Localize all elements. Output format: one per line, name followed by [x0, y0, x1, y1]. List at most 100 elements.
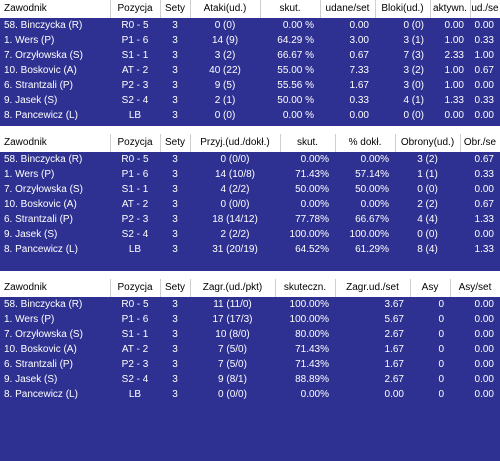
player-name: 10. Boskovic (A): [4, 65, 77, 76]
col-header-aces[interactable]: Asy: [410, 279, 451, 297]
sets: 3: [172, 244, 178, 255]
col-header-digs-per-set[interactable]: Obr./se: [460, 134, 500, 152]
table-row[interactable]: 6. Strantzali (P) P2 - 3 3 9 (5) 55.56 %…: [0, 78, 500, 93]
table-row[interactable]: 7. Orzyłowska (S) S1 - 1 3 3 (2) 66.67 %…: [0, 48, 500, 63]
col-header-active[interactable]: aktywn.: [430, 0, 471, 18]
successful-per-set: 0.00: [349, 110, 369, 121]
table-row[interactable]: 58. Binczycka (R) R0 - 5 3 11 (11/0) 100…: [0, 297, 500, 312]
table-row[interactable]: 58. Binczycka (R) R0 - 5 3 0 (0) 0.00 % …: [0, 18, 500, 33]
serves-per-set: 3.67: [384, 299, 404, 310]
player-name: 9. Jasek (S): [4, 229, 58, 240]
digs: 8 (4): [417, 244, 438, 255]
table-row[interactable]: 58. Binczycka (R) R0 - 5 3 0 (0/0) 0.00%…: [0, 152, 500, 167]
player-name: 1. Wers (P): [4, 169, 55, 180]
player-name: 1. Wers (P): [4, 314, 55, 325]
col-header-accuracy[interactable]: % dokł.: [335, 134, 396, 152]
table-row[interactable]: 6. Strantzali (P) P2 - 3 3 7 (5/0) 71.43…: [0, 357, 500, 372]
col-header-position[interactable]: Pozycja: [110, 134, 161, 152]
col-header-receptions[interactable]: Przyj.(ud./dokł.): [190, 134, 281, 152]
player-name: 58. Binczycka (R): [4, 154, 83, 165]
sets: 3: [172, 184, 178, 195]
attacks: 2 (1): [214, 95, 236, 106]
table-row[interactable]: 1. Wers (P) P1 - 6 3 14 (9) 64.29 % 3.00…: [0, 33, 500, 48]
col-header-player[interactable]: Zawodnik: [0, 0, 111, 18]
col-header-position[interactable]: Pozycja: [110, 279, 161, 297]
active: 1.33: [444, 95, 464, 106]
table-row[interactable]: 8. Pancewicz (L) LB 3 0 (0/0) 0.00% 0.00…: [0, 387, 500, 402]
player-name: 6. Strantzali (P): [4, 214, 73, 225]
position: S2 - 4: [121, 95, 149, 106]
position: AT - 2: [121, 65, 149, 76]
efficiency: 0.00 %: [282, 20, 314, 31]
col-header-sets[interactable]: Sety: [160, 279, 191, 297]
efficiency: 0.00%: [300, 389, 329, 400]
col-header-efficiency[interactable]: skuteczn.: [275, 279, 336, 297]
accuracy: 57.14%: [355, 169, 389, 180]
col-header-position[interactable]: Pozycja: [110, 0, 161, 18]
col-header-player[interactable]: Zawodnik: [0, 134, 111, 152]
table-row[interactable]: 10. Boskovic (A) AT - 2 3 0 (0/0) 0.00% …: [0, 197, 500, 212]
position: AT - 2: [121, 344, 149, 355]
table-row[interactable]: 7. Orzyłowska (S) S1 - 1 3 10 (8/0) 80.0…: [0, 327, 500, 342]
efficiency: 77.78%: [295, 214, 329, 225]
col-header-sets[interactable]: Sety: [160, 134, 191, 152]
position: S1 - 1: [121, 329, 149, 340]
successful-per-set: 0.00: [349, 20, 369, 31]
sets: 3: [172, 154, 178, 165]
efficiency: 100.00%: [289, 299, 329, 310]
table-row[interactable]: 1. Wers (P) P1 - 6 3 14 (10/8) 71.43% 57…: [0, 167, 500, 182]
col-header-blocks-per-set[interactable]: ud./se: [470, 0, 500, 18]
col-header-blocks[interactable]: Bloki(ud.): [375, 0, 431, 18]
col-header-digs[interactable]: Obrony(ud.): [395, 134, 461, 152]
receptions: 31 (20/19): [212, 244, 258, 255]
sets: 3: [172, 110, 178, 121]
player-name: 58. Binczycka (R): [4, 299, 83, 310]
table-row[interactable]: 1. Wers (P) P1 - 6 3 17 (17/3) 100.00% 5…: [0, 312, 500, 327]
efficiency: 100.00%: [289, 229, 329, 240]
efficiency: 55.00 %: [277, 65, 314, 76]
efficiency: 80.00%: [295, 329, 329, 340]
table-row[interactable]: 8. Pancewicz (L) LB 3 31 (20/19) 64.52% …: [0, 242, 500, 257]
table-row[interactable]: 6. Strantzali (P) P2 - 3 3 18 (14/12) 77…: [0, 212, 500, 227]
efficiency: 55.56 %: [277, 80, 314, 91]
position: P1 - 6: [121, 314, 149, 325]
blocks-per-set: 0.00: [474, 110, 494, 121]
table-row[interactable]: 9. Jasek (S) S2 - 4 3 2 (1) 50.00 % 0.33…: [0, 93, 500, 108]
position: AT - 2: [121, 199, 149, 210]
serves: 7 (5/0): [218, 359, 247, 370]
player-name: 8. Pancewicz (L): [4, 244, 78, 255]
accuracy: 0.00%: [360, 154, 389, 165]
sets: 3: [172, 65, 178, 76]
blocks-per-set: 0.33: [474, 35, 494, 46]
col-header-efficiency[interactable]: skut.: [260, 0, 321, 18]
sets: 3: [172, 359, 178, 370]
efficiency: 0.00%: [300, 199, 329, 210]
serves: 0 (0/0): [218, 389, 247, 400]
table-row[interactable]: 9. Jasek (S) S2 - 4 3 2 (2/2) 100.00% 10…: [0, 227, 500, 242]
aces-per-set: 0.00: [474, 329, 494, 340]
table-row[interactable]: 10. Boskovic (A) AT - 2 3 7 (5/0) 71.43%…: [0, 342, 500, 357]
reception-stats-panel: Zawodnik Pozycja Sety Przyj.(ud./dokł.) …: [0, 134, 500, 257]
digs-per-set: 0.00: [474, 229, 494, 240]
col-header-attacks[interactable]: Ataki(ud.): [190, 0, 261, 18]
col-header-aces-per-set[interactable]: Asy/set: [450, 279, 500, 297]
active: 0.00: [444, 20, 464, 31]
position: P2 - 3: [121, 80, 149, 91]
col-header-player[interactable]: Zawodnik: [0, 279, 111, 297]
successful-per-set: 0.33: [349, 95, 369, 106]
aces: 0: [438, 314, 444, 325]
col-header-successful-per-set[interactable]: udane/set: [320, 0, 376, 18]
col-header-sets[interactable]: Sety: [160, 0, 191, 18]
col-header-serves-per-set[interactable]: Zagr.ud./set: [335, 279, 411, 297]
col-header-efficiency[interactable]: skut.: [280, 134, 336, 152]
serve-stats-panel: Zawodnik Pozycja Sety Zagr.(ud./pkt) sku…: [0, 279, 500, 402]
table-row[interactable]: 8. Pancewicz (L) LB 3 0 (0) 0.00 % 0.00 …: [0, 108, 500, 123]
table-row[interactable]: 9. Jasek (S) S2 - 4 3 9 (8/1) 88.89% 2.6…: [0, 372, 500, 387]
sets: 3: [172, 314, 178, 325]
table-row[interactable]: 7. Orzyłowska (S) S1 - 1 3 4 (2/2) 50.00…: [0, 182, 500, 197]
col-header-serves[interactable]: Zagr.(ud./pkt): [190, 279, 276, 297]
table-row[interactable]: 10. Boskovic (A) AT - 2 3 40 (22) 55.00 …: [0, 63, 500, 78]
efficiency: 71.43%: [295, 359, 329, 370]
efficiency: 71.43%: [295, 344, 329, 355]
aces-per-set: 0.00: [474, 389, 494, 400]
